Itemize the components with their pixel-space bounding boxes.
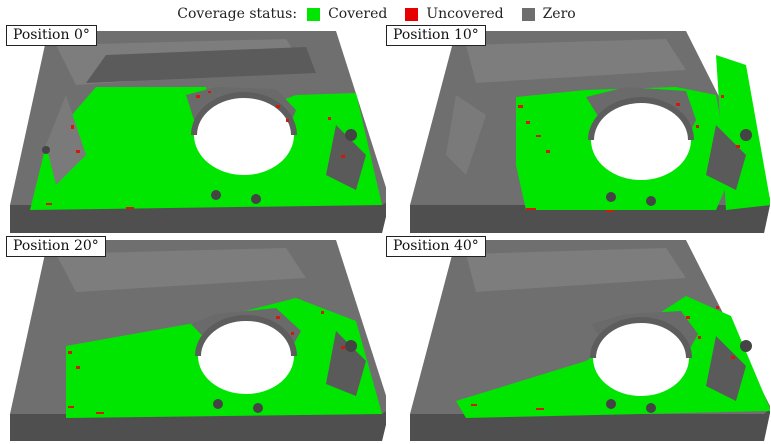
- panel-position-10: Position 10°: [386, 25, 770, 233]
- legend-swatch-covered: [307, 7, 321, 21]
- panel-label-position-10: Position 10°: [386, 25, 486, 46]
- legend-item-zero: Zero: [521, 6, 576, 22]
- render-position-0: [10, 31, 390, 233]
- render-position-40: [410, 240, 770, 441]
- panel-position-20: Position 20°: [6, 236, 390, 444]
- legend-label-zero: Zero: [542, 6, 576, 22]
- legend: Coverage status: Covered Uncovered Zero: [0, 4, 771, 24]
- panel-label-position-40: Position 40°: [386, 236, 486, 257]
- legend-item-uncovered: Uncovered: [405, 6, 504, 22]
- legend-item-covered: Covered: [307, 6, 387, 22]
- panel-position-40: Position 40°: [386, 236, 770, 444]
- render-position-20: [10, 240, 390, 441]
- legend-label-covered: Covered: [328, 6, 388, 22]
- panel-position-0: Position 0°: [6, 25, 390, 233]
- panel-label-position-20: Position 20°: [6, 236, 106, 257]
- render-position-10: [410, 31, 770, 233]
- legend-swatch-uncovered: [405, 7, 419, 21]
- legend-title: Coverage status:: [177, 6, 298, 22]
- panel-label-position-0: Position 0°: [6, 25, 97, 46]
- legend-label-uncovered: Uncovered: [426, 6, 504, 22]
- legend-swatch-zero: [521, 7, 535, 21]
